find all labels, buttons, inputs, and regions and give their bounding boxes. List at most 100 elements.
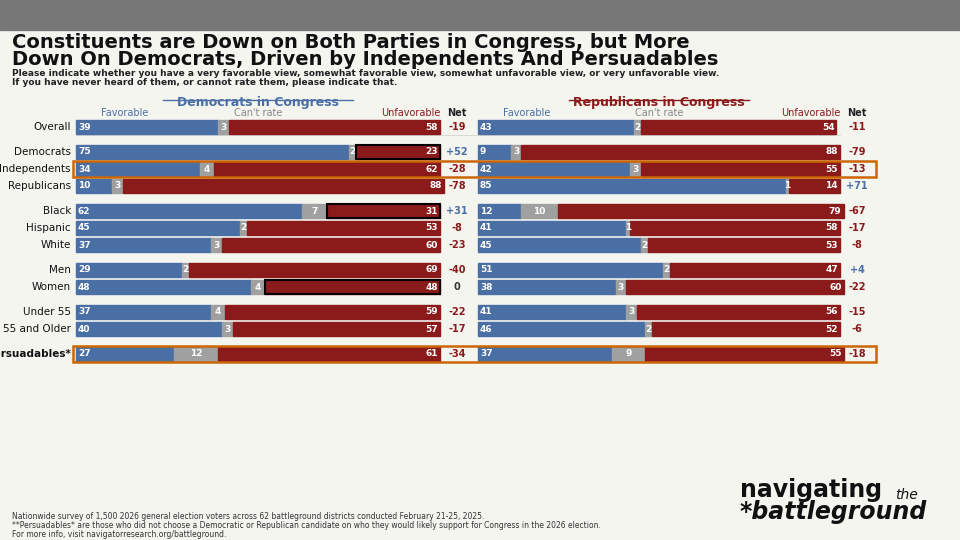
Bar	[251, 280, 265, 294]
Text: Can't rate: Can't rate	[635, 108, 684, 118]
Text: -22: -22	[448, 307, 466, 317]
Text: 75: 75	[78, 147, 90, 157]
Text: For more info, visit navigatorresearch.org/battleground.: For more info, visit navigatorresearch.o…	[12, 530, 227, 539]
Bar	[76, 305, 210, 319]
Text: 55: 55	[829, 349, 842, 359]
Bar	[558, 204, 844, 218]
Text: 31: 31	[425, 206, 438, 215]
Text: 12: 12	[190, 349, 203, 359]
Text: 88: 88	[429, 181, 442, 191]
Text: -8: -8	[852, 240, 862, 250]
Text: -22: -22	[849, 282, 866, 292]
Bar	[200, 162, 214, 176]
Text: -6: -6	[852, 324, 862, 334]
Bar	[634, 120, 641, 134]
Text: 2: 2	[635, 123, 640, 132]
Bar	[247, 221, 440, 235]
Text: 79: 79	[828, 206, 842, 215]
Text: *battleground: *battleground	[740, 500, 927, 524]
Text: 29: 29	[78, 266, 90, 274]
Bar	[76, 221, 240, 235]
Bar	[637, 305, 840, 319]
Bar	[478, 204, 521, 218]
Text: 45: 45	[480, 240, 492, 249]
Text: 47: 47	[826, 266, 838, 274]
Bar	[76, 280, 251, 294]
Text: 39: 39	[78, 123, 90, 132]
Bar	[662, 263, 670, 277]
Text: Net: Net	[848, 108, 867, 118]
Text: Unfavorable: Unfavorable	[780, 108, 840, 118]
Bar	[630, 221, 840, 235]
Text: -17: -17	[849, 223, 866, 233]
Text: Favorable: Favorable	[503, 108, 550, 118]
Text: 4: 4	[204, 165, 210, 173]
Bar	[641, 238, 648, 252]
Bar	[222, 238, 440, 252]
Text: 62: 62	[425, 165, 438, 173]
Text: Net: Net	[447, 108, 467, 118]
Bar	[478, 221, 627, 235]
Text: 9: 9	[480, 147, 487, 157]
Text: Overall: Overall	[34, 122, 71, 132]
Bar	[73, 161, 876, 177]
Text: -28: -28	[448, 164, 466, 174]
Bar	[644, 347, 844, 361]
Text: 23: 23	[425, 147, 438, 157]
Text: Republicans in Congress: Republicans in Congress	[573, 96, 745, 109]
Text: -13: -13	[849, 164, 866, 174]
Bar	[76, 347, 175, 361]
Text: 10: 10	[534, 206, 545, 215]
Bar	[301, 204, 327, 218]
Text: 2: 2	[240, 224, 247, 233]
Text: +71: +71	[846, 181, 868, 191]
Text: 3: 3	[213, 240, 219, 249]
Bar	[641, 162, 840, 176]
Bar	[76, 162, 200, 176]
Bar	[644, 322, 652, 336]
Text: -15: -15	[849, 307, 866, 317]
Text: 62: 62	[78, 206, 90, 215]
Text: 3: 3	[618, 282, 624, 292]
Bar	[76, 120, 218, 134]
Bar	[210, 238, 222, 252]
Bar	[76, 322, 222, 336]
Text: -18: -18	[849, 349, 866, 359]
Text: **Persuadables* are those who did not choose a Democratic or Republican candidat: **Persuadables* are those who did not ch…	[12, 521, 601, 530]
Bar	[670, 263, 840, 277]
Text: 37: 37	[480, 349, 492, 359]
Text: 34: 34	[78, 165, 90, 173]
Text: Black: Black	[42, 206, 71, 216]
Text: 48: 48	[78, 282, 90, 292]
Text: 2: 2	[663, 266, 669, 274]
Bar	[478, 145, 511, 159]
Bar	[652, 322, 840, 336]
Bar	[181, 263, 189, 277]
Text: Hispanic: Hispanic	[26, 223, 71, 233]
Text: -78: -78	[448, 181, 466, 191]
Bar	[0, 0, 960, 30]
Bar	[226, 305, 440, 319]
Bar	[76, 204, 301, 218]
Text: -79: -79	[849, 147, 866, 157]
Text: 2: 2	[645, 325, 651, 334]
Bar	[785, 179, 789, 193]
Text: -17: -17	[448, 324, 466, 334]
Text: 2: 2	[641, 240, 648, 249]
Text: Women: Women	[32, 282, 71, 292]
Text: White: White	[40, 240, 71, 250]
Bar	[112, 179, 123, 193]
Text: 88: 88	[826, 147, 838, 157]
Text: -40: -40	[448, 265, 466, 275]
Bar	[349, 145, 356, 159]
Bar	[478, 238, 641, 252]
Bar	[511, 145, 521, 159]
Text: +31: +31	[446, 206, 468, 216]
Bar	[228, 120, 440, 134]
Text: 38: 38	[480, 282, 492, 292]
Text: Can't rate: Can't rate	[234, 108, 282, 118]
Text: 46: 46	[480, 325, 492, 334]
Text: Nationwide survey of 1,500 2026 general election voters across 62 battleground d: Nationwide survey of 1,500 2026 general …	[12, 512, 485, 521]
Text: Unfavorable: Unfavorable	[380, 108, 440, 118]
Bar	[240, 221, 247, 235]
